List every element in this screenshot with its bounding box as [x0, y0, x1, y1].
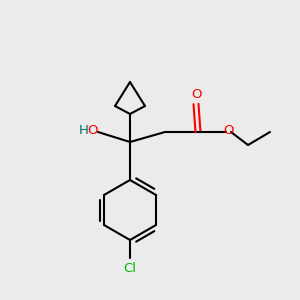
- Text: O: O: [88, 124, 98, 137]
- Text: O: O: [191, 88, 201, 101]
- Text: Cl: Cl: [124, 262, 136, 275]
- Text: H: H: [79, 124, 89, 137]
- Text: O: O: [223, 124, 233, 137]
